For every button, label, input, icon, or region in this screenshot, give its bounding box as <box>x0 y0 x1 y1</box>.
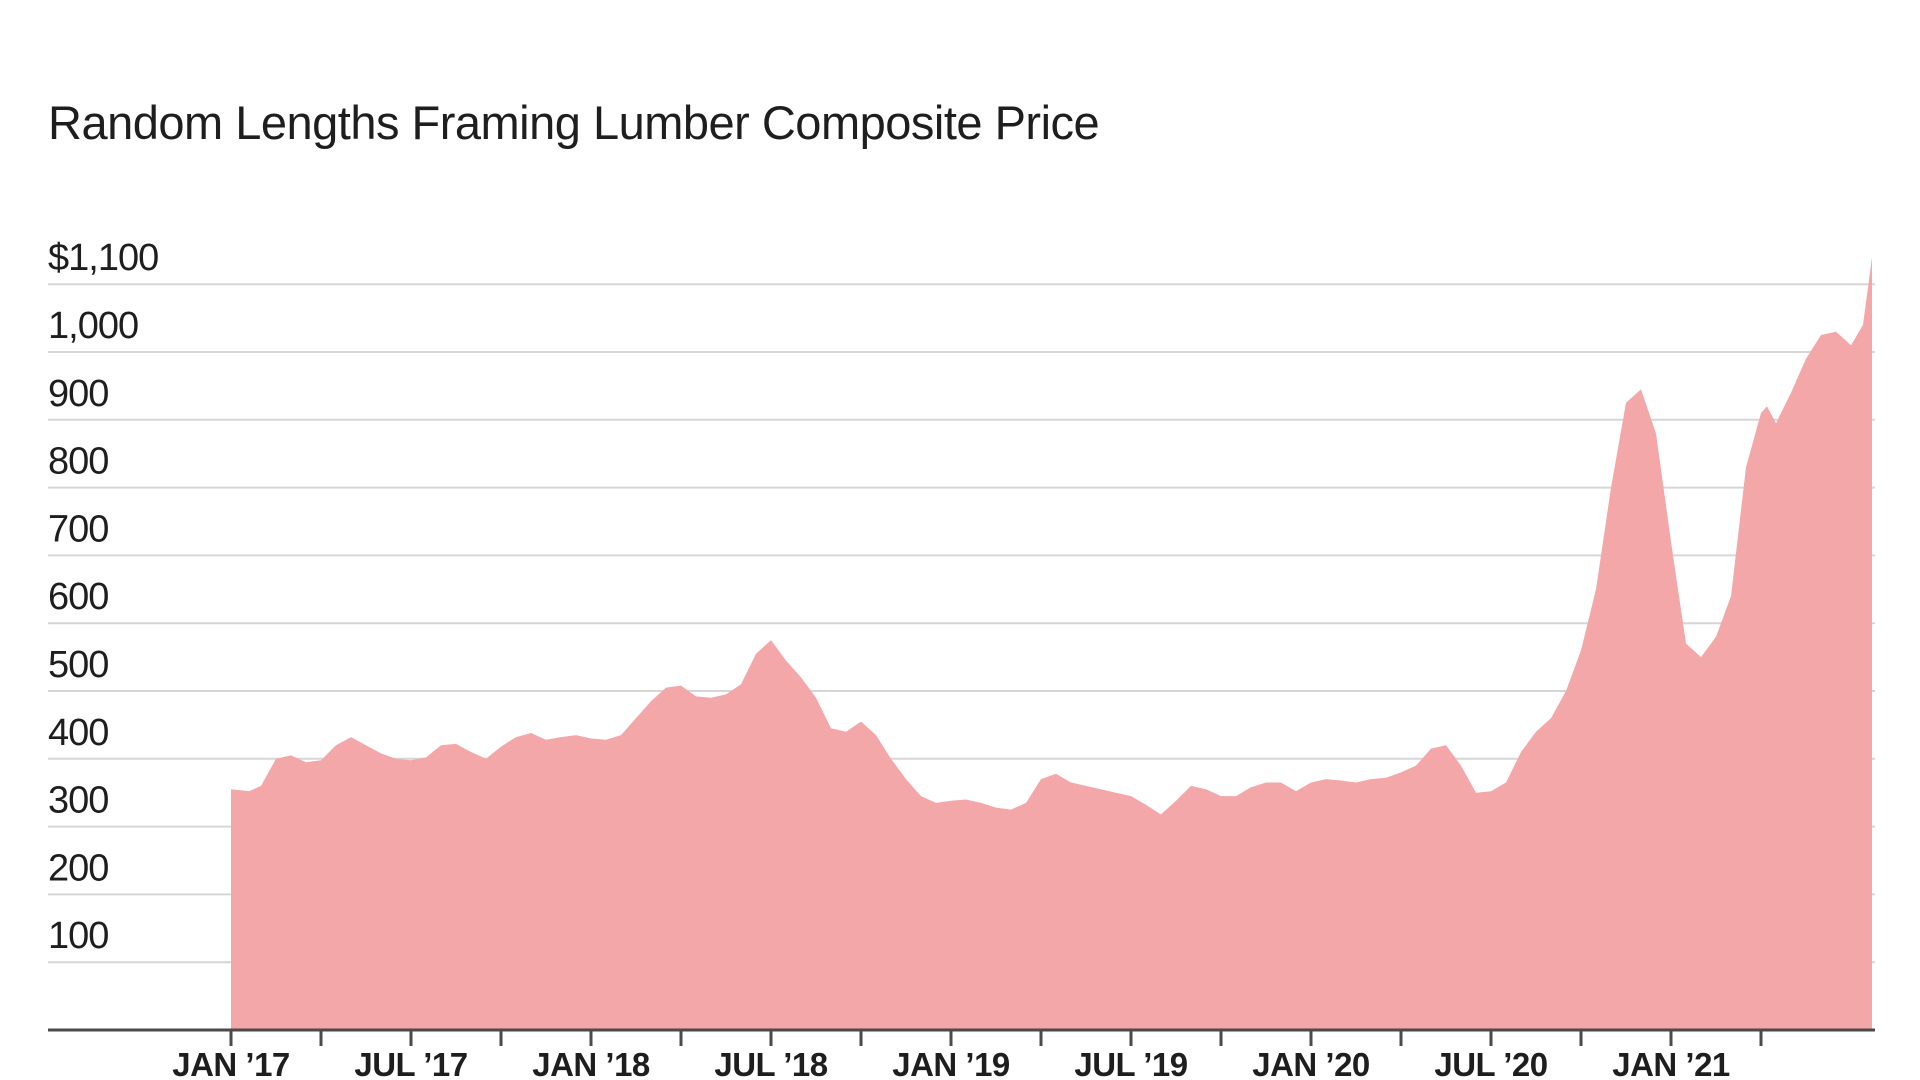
y-axis-labels: $1,100 1,000 900 800 700 600 500 400 300 200 100 <box>48 237 159 957</box>
y-tick-label: 600 <box>48 576 108 618</box>
y-tick-label: 800 <box>48 441 108 483</box>
x-tick-label: JUL ’17 <box>354 1046 467 1080</box>
x-tick-label: JAN ’20 <box>1252 1046 1370 1080</box>
y-tick-label: 500 <box>48 644 108 686</box>
x-tick-label: JAN ’21 <box>1612 1046 1730 1080</box>
price-area <box>231 257 1872 1031</box>
x-tick-label: JUL ’19 <box>1074 1046 1187 1080</box>
y-tick-label: 700 <box>48 508 108 550</box>
y-tick-label: 400 <box>48 712 108 754</box>
y-tick-label: $1,100 <box>48 237 158 279</box>
x-tick-label: JAN ’18 <box>532 1046 650 1080</box>
y-tick-label: 300 <box>48 780 108 822</box>
y-tick-label: 900 <box>48 373 108 415</box>
y-tick-label: 200 <box>48 847 108 889</box>
x-axis-labels: JAN ’17 JUL ’17 JAN ’18 JUL ’18 JAN ’19 JUL ’… <box>172 1046 1730 1080</box>
x-tick-label: JUL ’20 <box>1434 1046 1547 1080</box>
x-axis <box>48 1028 1875 1046</box>
x-tick-label: JUL ’18 <box>714 1046 827 1080</box>
chart-title: Random Lengths Framing Lumber Composite … <box>48 96 1100 149</box>
x-tick-label: JAN ’17 <box>172 1046 290 1080</box>
y-tick-label: 1,000 <box>48 305 138 347</box>
data-area <box>231 257 1872 1031</box>
y-tick-label: 100 <box>48 915 108 957</box>
x-tick-label: JAN ’19 <box>892 1046 1010 1080</box>
